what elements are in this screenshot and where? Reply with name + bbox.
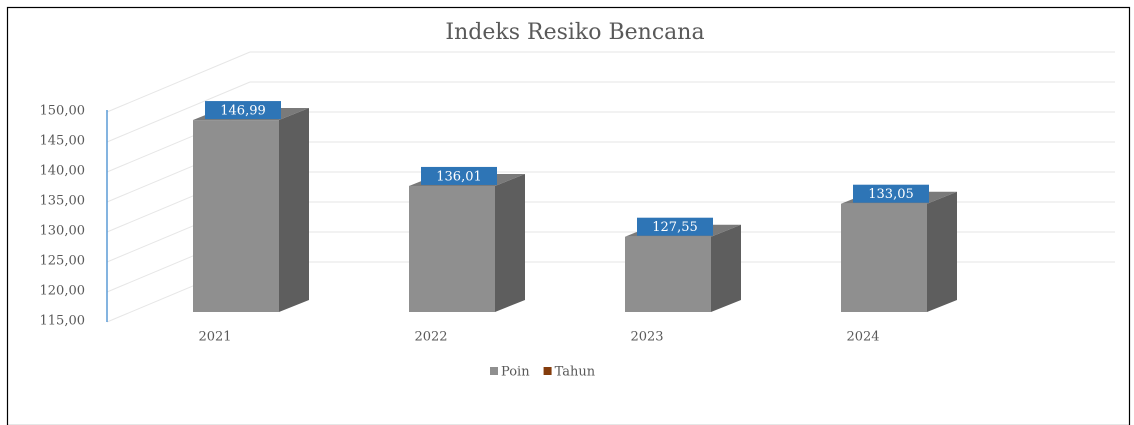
data-label-box (205, 101, 281, 120)
y-tick-label: 140,00 (40, 164, 86, 179)
x-tick-label: 2022 (414, 330, 447, 345)
data-label: 127,55 (652, 220, 698, 235)
data-label-box (421, 166, 497, 185)
bar (193, 120, 279, 312)
data-label: 136,01 (436, 169, 482, 184)
x-tick-label: 2024 (846, 330, 879, 345)
bar (841, 203, 927, 312)
y-tick-label: 135,00 (40, 194, 86, 209)
legend-label: Tahun (555, 365, 596, 380)
x-tick-label: 2021 (198, 330, 231, 345)
data-label-box (637, 217, 713, 236)
side-grid-line (106, 51, 251, 113)
bar-side (927, 191, 957, 312)
y-tick-label: 130,00 (40, 224, 86, 239)
x-tick-label: 2023 (630, 330, 663, 345)
bar (409, 185, 495, 312)
y-tick-label: 150,00 (40, 104, 86, 119)
y-tick-label: 120,00 (40, 284, 86, 299)
data-label: 133,05 (868, 187, 914, 202)
legend-swatch (490, 367, 498, 375)
side-grid-line (106, 81, 251, 143)
bar-side (279, 108, 309, 312)
legend-swatch (543, 367, 552, 375)
y-tick-label: 115,00 (40, 314, 86, 329)
data-label-box (853, 184, 929, 203)
bar-side (495, 173, 525, 312)
y-tick-label: 145,00 (40, 134, 86, 149)
bar (625, 236, 711, 312)
y-tick-label: 125,00 (40, 254, 86, 269)
chart-border (6, 6, 1131, 425)
bar-side (711, 224, 741, 312)
data-label: 146,99 (220, 104, 266, 119)
legend-label: Poin (501, 365, 530, 380)
chart-title: Indeks Resiko Bencana (445, 20, 704, 45)
